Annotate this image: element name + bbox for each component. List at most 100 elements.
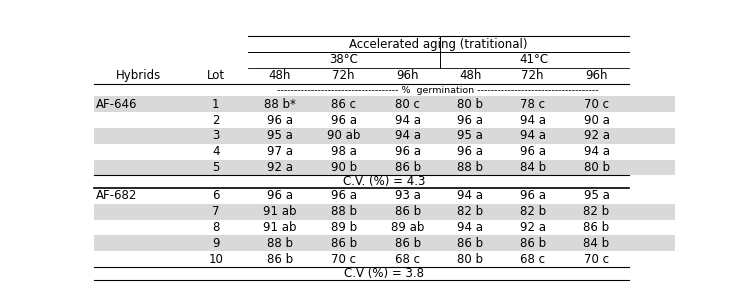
Text: 80 b: 80 b bbox=[457, 253, 483, 266]
Text: 92 a: 92 a bbox=[584, 129, 610, 142]
Text: 88 b*: 88 b* bbox=[264, 98, 296, 111]
Text: AF-646: AF-646 bbox=[96, 98, 137, 111]
Text: 9: 9 bbox=[212, 237, 220, 250]
Text: Accelerated aging (tratitional): Accelerated aging (tratitional) bbox=[349, 38, 527, 51]
Text: 86 b: 86 b bbox=[394, 161, 421, 174]
Text: 94 a: 94 a bbox=[394, 114, 421, 127]
Text: 7: 7 bbox=[212, 205, 220, 218]
Text: 90 b: 90 b bbox=[331, 161, 357, 174]
Text: 86 b: 86 b bbox=[584, 221, 610, 234]
Text: 89 b: 89 b bbox=[331, 221, 357, 234]
Text: 70 c: 70 c bbox=[584, 98, 609, 111]
Text: 96 a: 96 a bbox=[457, 114, 483, 127]
Text: 94 a: 94 a bbox=[457, 221, 483, 234]
Text: 10: 10 bbox=[209, 253, 224, 266]
Bar bbox=[94, 188, 675, 204]
Text: 96 a: 96 a bbox=[457, 145, 483, 158]
Text: AF-682: AF-682 bbox=[96, 189, 137, 202]
Text: 92 a: 92 a bbox=[520, 221, 545, 234]
Text: 78 c: 78 c bbox=[520, 98, 545, 111]
Bar bbox=[94, 128, 675, 144]
Text: 80 b: 80 b bbox=[457, 98, 483, 111]
Text: 96 a: 96 a bbox=[331, 114, 357, 127]
Text: 88 b: 88 b bbox=[267, 237, 292, 250]
Text: 86 b: 86 b bbox=[457, 237, 483, 250]
Text: 70 c: 70 c bbox=[584, 253, 609, 266]
Bar bbox=[94, 267, 675, 280]
Text: 96 a: 96 a bbox=[394, 145, 421, 158]
Text: 86 b: 86 b bbox=[520, 237, 546, 250]
Text: 91 ab: 91 ab bbox=[263, 221, 296, 234]
Text: 72h: 72h bbox=[521, 69, 544, 82]
Text: 86 b: 86 b bbox=[331, 237, 357, 250]
Text: 3: 3 bbox=[212, 129, 220, 142]
Bar bbox=[94, 36, 675, 52]
Text: 91 ab: 91 ab bbox=[263, 205, 296, 218]
Text: 95 a: 95 a bbox=[584, 189, 610, 202]
Text: 86 b: 86 b bbox=[267, 253, 292, 266]
Text: C.V (%) = 3.8: C.V (%) = 3.8 bbox=[344, 267, 424, 280]
Text: 86 c: 86 c bbox=[332, 98, 356, 111]
Text: 88 b: 88 b bbox=[457, 161, 483, 174]
Text: 80 b: 80 b bbox=[584, 161, 610, 174]
Text: 94 a: 94 a bbox=[584, 145, 610, 158]
Text: 70 c: 70 c bbox=[332, 253, 356, 266]
Bar bbox=[94, 68, 675, 84]
Text: 84 b: 84 b bbox=[520, 161, 546, 174]
Text: 94 a: 94 a bbox=[457, 189, 483, 202]
Text: 97 a: 97 a bbox=[267, 145, 292, 158]
Text: 90 ab: 90 ab bbox=[327, 129, 360, 142]
Text: 96h: 96h bbox=[396, 69, 418, 82]
Text: C.V. (%) = 4.3: C.V. (%) = 4.3 bbox=[344, 175, 425, 188]
Text: Lot: Lot bbox=[207, 69, 225, 82]
Bar bbox=[94, 112, 675, 128]
Text: 98 a: 98 a bbox=[331, 145, 357, 158]
Bar bbox=[94, 175, 675, 188]
Text: 41°C: 41°C bbox=[520, 53, 548, 66]
Text: 84 b: 84 b bbox=[584, 237, 610, 250]
Text: 48h: 48h bbox=[459, 69, 482, 82]
Text: 68 c: 68 c bbox=[520, 253, 545, 266]
Bar bbox=[94, 159, 675, 175]
Text: Hybrids: Hybrids bbox=[116, 69, 161, 82]
Text: 82 b: 82 b bbox=[584, 205, 610, 218]
Text: 96 a: 96 a bbox=[331, 189, 357, 202]
Bar bbox=[94, 144, 675, 159]
Bar bbox=[94, 236, 675, 251]
Text: 72h: 72h bbox=[332, 69, 355, 82]
Text: 96h: 96h bbox=[585, 69, 608, 82]
Text: 80 c: 80 c bbox=[395, 98, 420, 111]
Bar bbox=[94, 251, 675, 267]
Text: 96 a: 96 a bbox=[267, 114, 292, 127]
Text: 1: 1 bbox=[212, 98, 220, 111]
Bar bbox=[94, 220, 675, 236]
Text: 93 a: 93 a bbox=[394, 189, 421, 202]
Text: 94 a: 94 a bbox=[394, 129, 421, 142]
Text: 95 a: 95 a bbox=[458, 129, 483, 142]
Text: 86 b: 86 b bbox=[394, 205, 421, 218]
Text: 88 b: 88 b bbox=[331, 205, 357, 218]
Text: 86 b: 86 b bbox=[394, 237, 421, 250]
Text: 82 b: 82 b bbox=[457, 205, 483, 218]
Text: 38°C: 38°C bbox=[329, 53, 358, 66]
Text: 94 a: 94 a bbox=[520, 114, 545, 127]
Bar bbox=[94, 96, 675, 112]
Text: 89 ab: 89 ab bbox=[391, 221, 424, 234]
Text: 4: 4 bbox=[212, 145, 220, 158]
Text: 96 a: 96 a bbox=[267, 189, 292, 202]
Text: 6: 6 bbox=[212, 189, 220, 202]
Text: 5: 5 bbox=[212, 161, 220, 174]
Text: 90 a: 90 a bbox=[584, 114, 610, 127]
Bar bbox=[94, 204, 675, 220]
Text: 8: 8 bbox=[212, 221, 220, 234]
Text: 96 a: 96 a bbox=[520, 189, 545, 202]
Text: 96 a: 96 a bbox=[520, 145, 545, 158]
Text: 82 b: 82 b bbox=[520, 205, 546, 218]
Text: 48h: 48h bbox=[268, 69, 291, 82]
Text: 68 c: 68 c bbox=[395, 253, 420, 266]
Text: 94 a: 94 a bbox=[520, 129, 545, 142]
Text: 95 a: 95 a bbox=[267, 129, 292, 142]
Bar bbox=[94, 84, 675, 96]
Text: ------------------------------------ %  germination ----------------------------: ------------------------------------ % g… bbox=[278, 85, 599, 95]
Bar bbox=[94, 52, 675, 68]
